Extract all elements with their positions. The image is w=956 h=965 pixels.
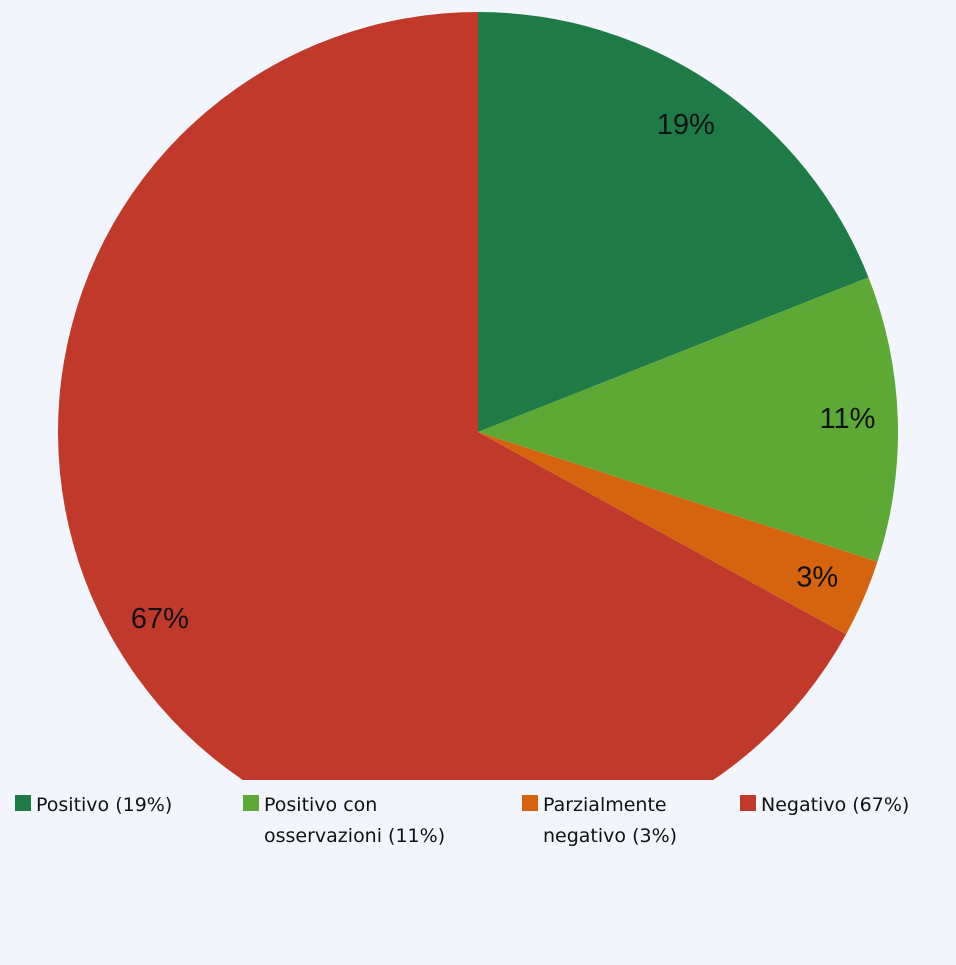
legend-item: Positivo con osservazioni (11%) <box>243 790 499 852</box>
legend-label: Parzialmente negativo (3%) <box>543 794 678 847</box>
legend-swatch <box>522 795 538 811</box>
legend-swatch <box>740 795 756 811</box>
data-label: 3% <box>796 561 838 593</box>
legend-label: Positivo con osservazioni (11%) <box>264 794 446 847</box>
pie-slice <box>58 12 847 780</box>
legend-label: Negativo (67%) <box>761 794 910 816</box>
legend-item: Positivo (19%) <box>15 790 216 821</box>
legend-label: Positivo (19%) <box>36 794 173 816</box>
pie-slice <box>478 277 898 562</box>
legend-item: Negativo (67%) <box>740 790 956 821</box>
legend-swatch <box>15 795 31 811</box>
legend-swatch <box>243 795 259 811</box>
data-label: 11% <box>819 403 875 435</box>
data-label: 19% <box>657 109 715 141</box>
pie-area: 19% 11% 3% 67% <box>58 12 898 780</box>
pie-slice <box>478 12 869 432</box>
data-label: 67% <box>131 603 189 635</box>
legend-item: Parzialmente negativo (3%) <box>522 790 733 852</box>
legend: Positivo (19%) Positivo con osservazioni … <box>0 790 956 960</box>
pie-slice <box>478 432 878 635</box>
